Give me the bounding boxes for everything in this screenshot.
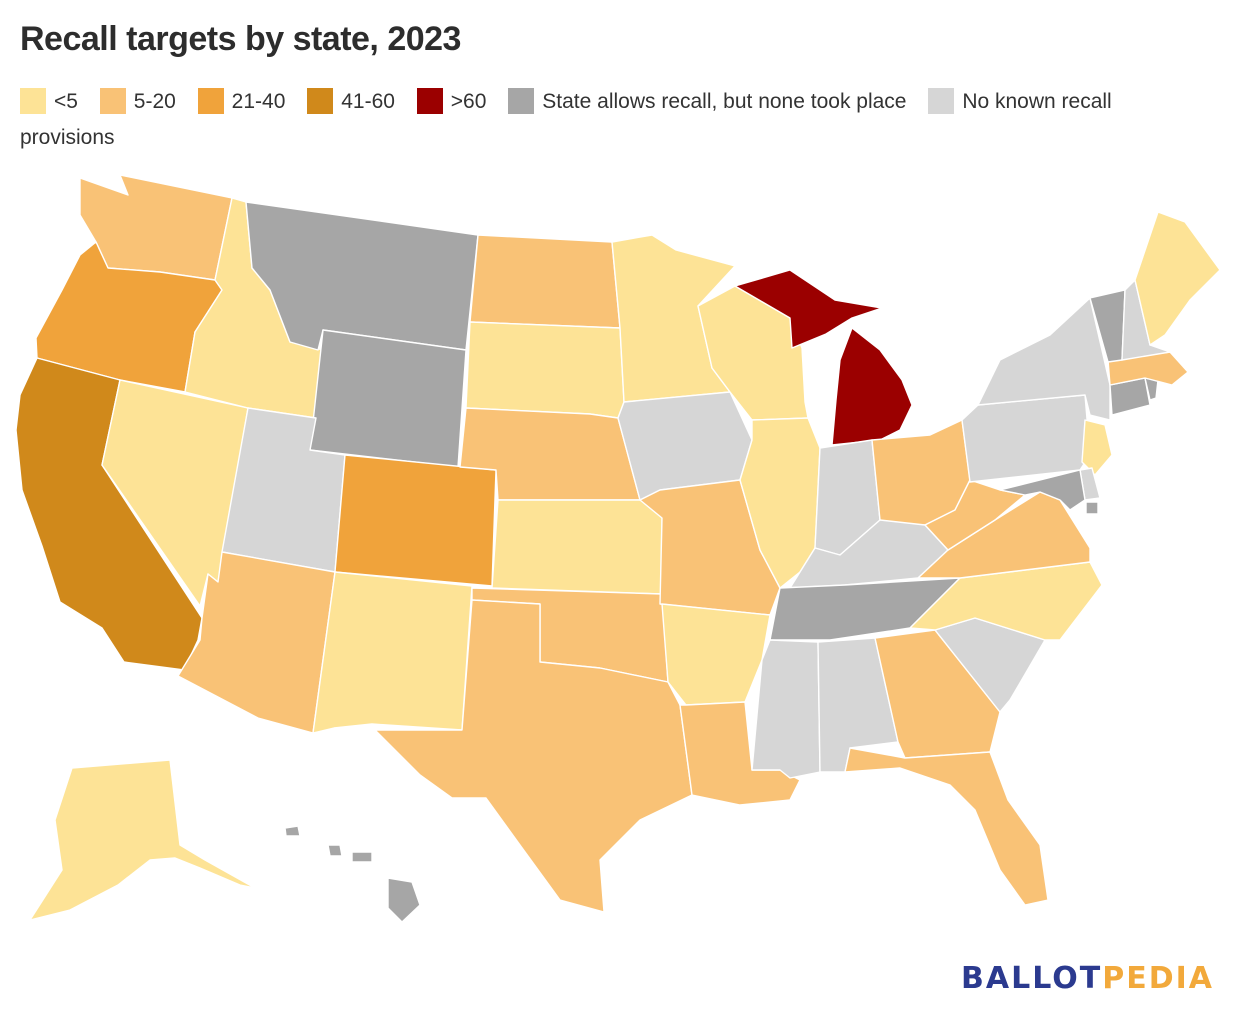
logo-ballot-text: BALLOT (961, 961, 1103, 996)
ballotpedia-logo: BALLOTPEDIA (961, 961, 1214, 996)
legend-label-no-provisions: No known recall provisions (20, 90, 1112, 149)
legend-swatch-lt5 (20, 88, 46, 114)
legend-item-5-20: 5-20 (99, 88, 176, 114)
legend-swatch-gt60 (416, 88, 443, 114)
state-DC[interactable] (1085, 501, 1099, 515)
state-NH[interactable] (1121, 279, 1171, 361)
legend-item-lt5: <5 (20, 88, 78, 114)
state-CA[interactable] (15, 357, 203, 671)
state-FL[interactable] (844, 747, 1049, 906)
legend-label-gt60: >60 (450, 90, 487, 113)
legend-swatch-41-60 (307, 88, 334, 114)
state-IL[interactable] (739, 417, 821, 589)
chart-title: Recall targets by state, 2023 (20, 20, 461, 58)
state-ME[interactable] (1134, 211, 1221, 346)
legend-item-no-provisions: No known recall provisions (20, 88, 1112, 149)
legend-swatch-5-20 (99, 88, 126, 114)
legend-item-41-60: 41-60 (307, 88, 395, 114)
state-HI[interactable] (284, 825, 421, 923)
legend-label-5-20: 5-20 (133, 90, 176, 113)
state-NM[interactable] (312, 571, 473, 734)
state-PA[interactable] (961, 394, 1091, 483)
state-MS[interactable] (751, 639, 821, 779)
state-TX[interactable] (374, 599, 693, 913)
logo-pedia-text: PEDIA (1102, 961, 1214, 996)
legend-swatch-allowed-none (508, 88, 535, 114)
state-MI[interactable] (734, 269, 913, 446)
legend-item-allowed-none: State allows recall, but none took place (508, 88, 907, 114)
state-ND[interactable] (469, 234, 621, 329)
state-CO[interactable] (334, 454, 497, 587)
state-NJ[interactable] (1081, 419, 1113, 476)
legend: <5 5-20 21-40 41-60 >60 State allows rec… (20, 84, 1220, 156)
state-LA[interactable] (679, 701, 801, 806)
legend-label-21-40: 21-40 (231, 90, 286, 113)
legend-item-gt60: >60 (416, 88, 487, 114)
legend-item-21-40: 21-40 (197, 88, 286, 114)
legend-label-allowed-none: State allows recall, but none took place (542, 90, 907, 113)
us-state-map (15, 174, 1221, 923)
legend-label-41-60: 41-60 (341, 90, 395, 113)
legend-swatch-21-40 (197, 88, 224, 114)
legend-swatch-no-provisions (928, 88, 955, 114)
state-WY[interactable] (309, 329, 467, 468)
state-KS[interactable] (491, 499, 663, 595)
legend-label-lt5: <5 (54, 90, 78, 113)
state-AK[interactable] (29, 759, 256, 921)
state-AR[interactable] (661, 603, 771, 706)
state-SD[interactable] (465, 321, 625, 419)
state-MD[interactable] (999, 469, 1086, 511)
